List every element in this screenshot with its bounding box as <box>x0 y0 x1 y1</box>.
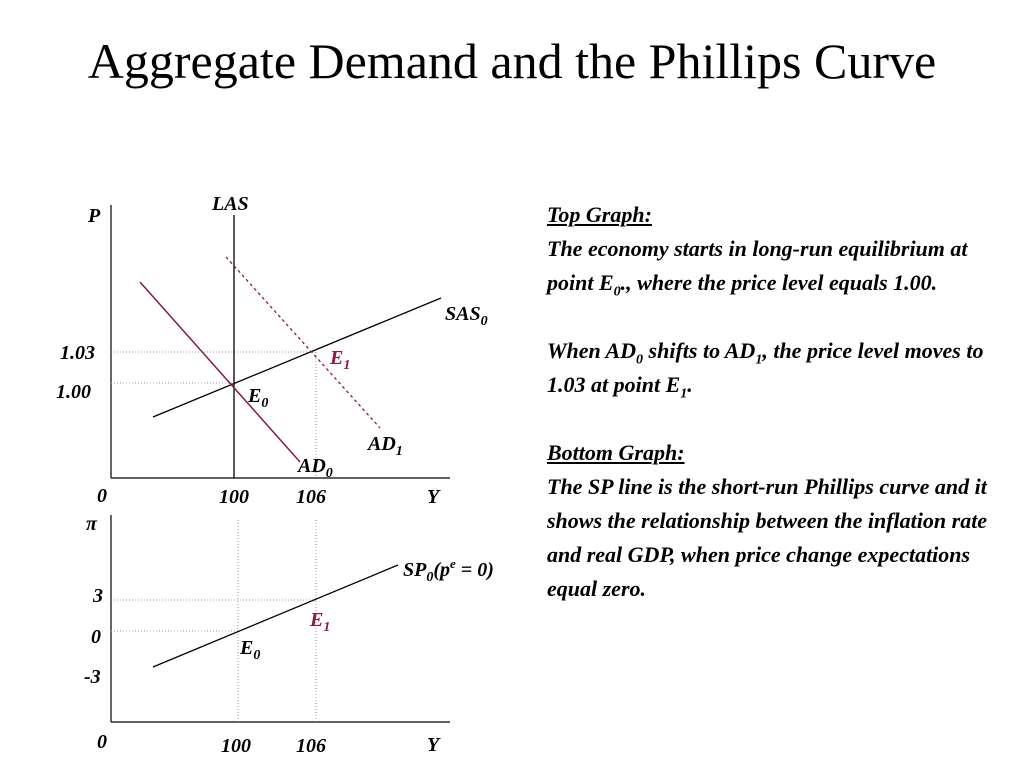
x-tick-label: 100 <box>219 486 249 508</box>
note-paragraph: Bottom Graph: The SP line is the short-ru… <box>547 436 997 606</box>
y-axis-label: P <box>87 205 101 227</box>
curve-label: AD0 <box>296 455 333 481</box>
ad0-curve <box>139 281 301 463</box>
y-tick-label: 1.00 <box>56 381 91 403</box>
x-tick-label: 106 <box>296 735 326 757</box>
label-base: E <box>329 347 343 369</box>
note-paragraph: When AD0 shifts to AD1, the price level … <box>547 334 997 402</box>
x-tick-label: 100 <box>221 735 251 757</box>
note-sub: 1 <box>680 386 688 402</box>
label-sub: 0 <box>261 396 268 411</box>
note-text: . <box>687 372 693 397</box>
x-tick-label: 106 <box>296 486 326 508</box>
label-sub: 0 <box>481 314 488 329</box>
label-sub: 1 <box>343 358 350 373</box>
note-heading: Top Graph: <box>547 202 652 227</box>
notes: Top Graph: The economy starts in long-run… <box>547 198 997 640</box>
slide-title: Aggregate Demand and the Phillips Curve <box>87 33 937 89</box>
curve-label: SAS0 <box>445 303 488 329</box>
note-text: shifts to AD <box>643 338 756 363</box>
note-text: The economy starts in long-run equilibri… <box>547 236 968 295</box>
sas-curve <box>152 297 442 418</box>
note-heading: Bottom Graph: <box>547 440 685 465</box>
note-sub: 0 <box>613 284 621 300</box>
note-paragraph: Top Graph: The economy starts in long-run… <box>547 198 997 300</box>
label-text: = 0) <box>456 559 494 581</box>
label-sub: 1 <box>396 444 403 459</box>
label-base: AD <box>366 433 396 455</box>
note-text: , the price level moves to 1.03 at point… <box>547 338 984 397</box>
curve-label: LAS <box>211 193 249 215</box>
label-sub: 0 <box>426 570 433 585</box>
curve-label: AD1 <box>366 433 403 459</box>
y-tick-label: 1.03 <box>60 342 95 364</box>
point-label: E1 <box>329 347 350 373</box>
label-base: E <box>247 385 261 407</box>
label-sub: 0 <box>253 648 260 663</box>
label-base: SP <box>403 559 427 581</box>
slide-title-box: Aggregate Demand and the Phillips Curve <box>0 30 1024 92</box>
y-axis-label: π <box>86 513 98 535</box>
sp-curve <box>152 564 399 668</box>
label-base: E <box>239 637 253 659</box>
point-label: E0 <box>239 637 260 663</box>
y-tick-label: 0 <box>91 626 101 648</box>
y-tick-label: -3 <box>84 666 101 688</box>
point-label: E1 <box>309 609 330 635</box>
note-sub: 1 <box>755 352 763 368</box>
x-axis-label: Y <box>427 734 441 756</box>
curve-label: SP0(pe = 0) <box>403 556 494 585</box>
point-label: E0 <box>247 385 268 411</box>
origin-label: 0 <box>97 485 107 507</box>
y-tick-label: 3 <box>92 585 103 607</box>
label-base: AD <box>296 455 326 477</box>
origin-label: 0 <box>97 731 107 753</box>
label-base: E <box>309 609 323 631</box>
label-sub: 0 <box>326 466 333 481</box>
note-sub: 0 <box>636 352 644 368</box>
ad1-curve <box>225 256 381 429</box>
note-text: When AD <box>547 338 637 363</box>
label-base: SAS <box>445 303 481 325</box>
label-sub: 1 <box>323 620 330 635</box>
label-sup: e <box>450 556 456 571</box>
graphs: P LAS SAS0 1.03 1.00 E0 E1 AD1 AD0 0 100… <box>56 193 494 757</box>
note-text: The SP line is the short-run Phillips cu… <box>547 474 988 601</box>
label-text: (p <box>433 559 450 581</box>
note-text: ., where the price level equals 1.00. <box>620 270 938 295</box>
x-axis-label: Y <box>427 486 441 508</box>
